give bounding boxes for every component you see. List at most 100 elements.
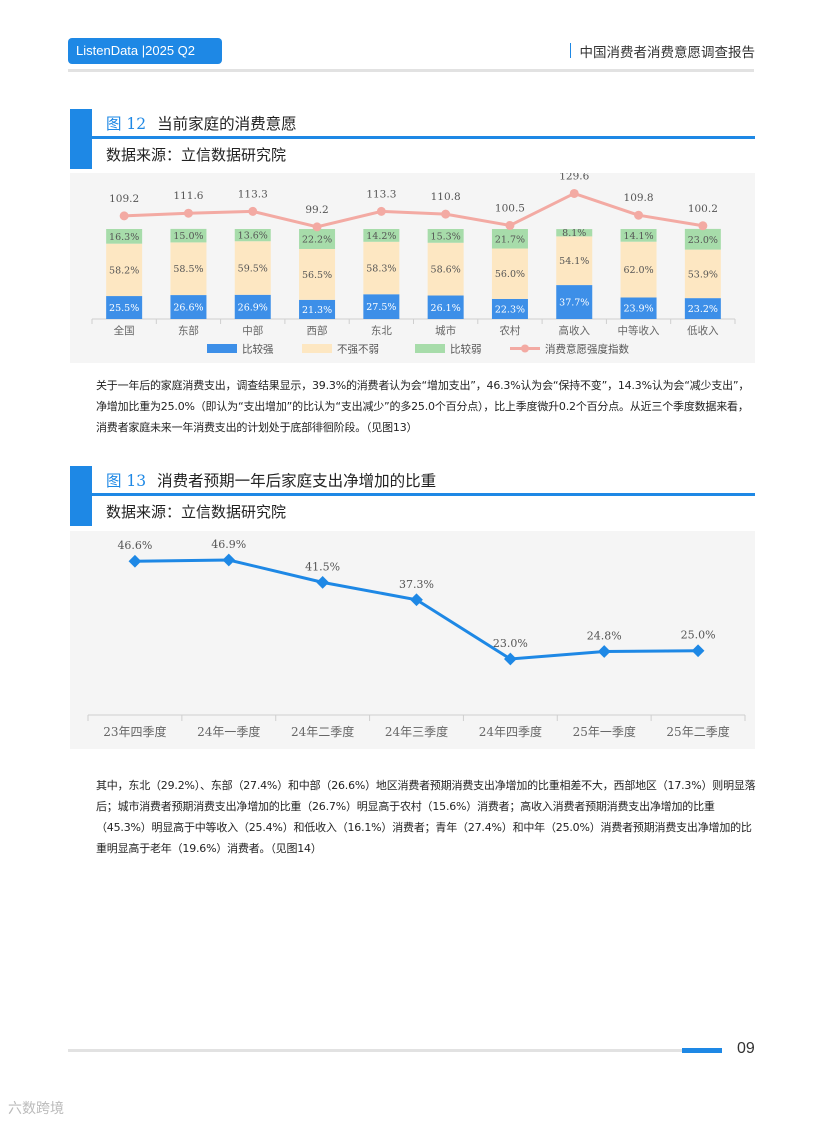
bar-data-label: 21.3% [302, 305, 332, 316]
heading-underline [92, 136, 755, 139]
bar-segment [556, 285, 593, 319]
bar-data-label: 56.5% [302, 270, 332, 281]
bar-data-label: 59.5% [238, 264, 268, 275]
data-point [222, 553, 236, 567]
bar-segment [556, 229, 593, 237]
bar-segment [491, 229, 528, 249]
bar-segment [427, 242, 464, 296]
bar-segment [427, 229, 464, 243]
x-tick-label: 25年二季度 [666, 724, 729, 739]
report-title: 中国消费者消费意愿调查报告 [569, 41, 755, 61]
index-point [376, 206, 386, 216]
bar-segment [684, 228, 721, 250]
x-tick-label: 城市 [435, 324, 456, 337]
bar-data-label: 26.1% [431, 303, 461, 314]
figure12-title: 当前家庭的消费意愿 [157, 115, 297, 133]
x-tick-label: 低收入 [687, 324, 719, 337]
bar-data-label: 13.6% [238, 231, 268, 242]
bar-data-label: 23.9% [623, 304, 653, 315]
figure12-heading: 图 12 当前家庭的消费意愿 数据来源：立信数据研究院 [70, 109, 755, 169]
index-point [505, 220, 515, 230]
bar-segment [170, 295, 207, 319]
x-tick-label: 农村 [499, 324, 520, 337]
stacked-bar-chart: 25.5% 58.2% 16.3% 全国 109.2 26.6% 58.5% 15.0% 东部 1… [91, 170, 736, 356]
watermark-logo: 六数跨境 [8, 1101, 64, 1117]
bar-segment [684, 249, 721, 299]
index-point [634, 210, 644, 220]
bar-data-label: 8.1% [562, 228, 586, 239]
data-point [597, 645, 611, 658]
bar-data-label: 53.9% [688, 269, 718, 280]
line-chart: 46.6% 23年四季度 46.9% 24年一季度 41.5% 24年二季度 37.3% 24… [87, 538, 746, 739]
page-number: 09 [737, 1040, 755, 1057]
x-tick-label: 东部 [178, 324, 199, 337]
bar-segment [491, 298, 528, 319]
index-point [569, 188, 579, 198]
bar-segment [299, 248, 336, 300]
series-line [134, 558, 699, 661]
data-label: 25.0% [681, 629, 716, 642]
x-tick-label: 全国 [114, 324, 135, 337]
bar-data-label: 15.0% [173, 231, 203, 242]
bar-segment [299, 229, 336, 249]
report-badge: ListenData |2025 Q2 [68, 38, 222, 64]
index-data-label: 113.3 [366, 188, 396, 200]
bar-data-label: 56.0% [495, 269, 525, 280]
x-tick-label: 24年二季度 [291, 724, 354, 739]
bar-segment [491, 248, 528, 299]
index-data-label: 109.2 [109, 193, 139, 205]
bar-data-label: 22.2% [302, 234, 332, 245]
bar-segment [620, 241, 657, 298]
bar-segment [234, 229, 271, 242]
x-tick-label: 24年一季度 [197, 724, 260, 739]
index-point [441, 209, 451, 219]
bar-segment [106, 243, 143, 297]
index-data-label: 111.6 [173, 190, 203, 202]
figure13-title: 消费者预期一年后家庭支出净增加的比重 [157, 472, 437, 490]
legend-swatch [415, 344, 445, 353]
x-tick-label: 东北 [371, 324, 392, 337]
x-tick-label: 24年三季度 [385, 724, 448, 739]
bar-data-label: 37.7% [559, 298, 589, 309]
index-data-label: 129.6 [559, 173, 589, 182]
index-data-label: 109.8 [624, 192, 654, 204]
figure13-chart-area: 46.6% 23年四季度 46.9% 24年一季度 41.5% 24年二季度 37.3% 24… [70, 531, 755, 749]
x-tick-label: 24年四季度 [479, 724, 542, 739]
index-point [183, 208, 193, 218]
legend-label: 消费意愿强度指数 [545, 343, 629, 356]
bar-data-label: 26.9% [238, 302, 268, 313]
paragraph-1: 关于一年后的家庭消费支出，调查结果显示，39.3%的消费者认为会“增加支出”，4… [96, 379, 750, 434]
data-point [691, 644, 705, 658]
data-label: 41.5% [305, 560, 340, 573]
footer-accent [682, 1048, 722, 1053]
legend-line-marker [521, 344, 529, 353]
index-series-line [124, 191, 704, 229]
paragraph-2: 其中，东北（29.2%）、东部（27.4%）和中部（26.6%）地区消费者预期消… [96, 779, 756, 855]
x-tick-label: 中部 [242, 324, 263, 337]
bar-data-label: 21.7% [495, 234, 525, 245]
bar-segment [620, 297, 657, 319]
bar-data-label: 22.3% [495, 304, 525, 315]
data-label: 37.3% [399, 578, 434, 591]
bar-segment [234, 241, 271, 295]
x-tick-label: 23年四季度 [103, 724, 166, 739]
heading-accent-bar [70, 109, 92, 169]
data-label: 46.9% [211, 538, 246, 551]
bar-data-label: 58.3% [366, 264, 396, 275]
figure13-number: 图 13 [106, 472, 147, 490]
index-data-label: 110.8 [431, 191, 461, 203]
data-label: 24.8% [587, 630, 622, 643]
bar-data-label: 16.3% [109, 232, 139, 243]
bar-segment [234, 294, 271, 319]
bar-data-label: 14.2% [366, 231, 396, 242]
bar-segment [363, 229, 400, 242]
bar-segment [170, 228, 207, 243]
bar-data-label: 23.2% [688, 304, 718, 315]
bar-segment [427, 295, 464, 319]
legend-label: 比较强 [242, 343, 274, 356]
bar-segment [684, 298, 721, 319]
bar-data-label: 58.6% [431, 265, 461, 276]
x-tick-label: 西部 [307, 324, 328, 337]
bar-segment [299, 299, 336, 319]
bar-data-label: 23.0% [688, 235, 718, 246]
